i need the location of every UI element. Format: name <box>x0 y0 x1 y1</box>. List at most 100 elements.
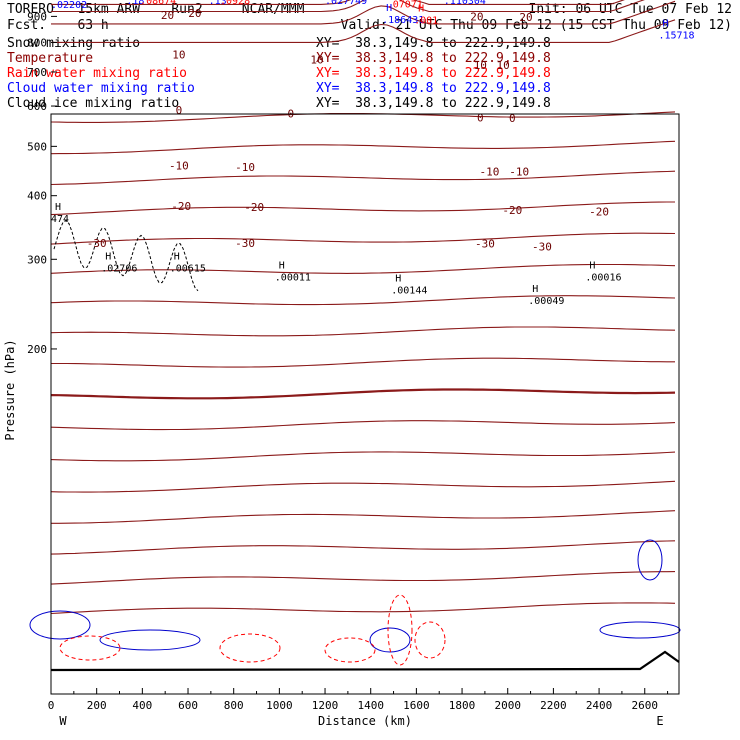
y-tick-label: 400 <box>27 190 47 203</box>
plot-frame <box>50 113 680 695</box>
maximum-value: .110304 <box>444 0 486 7</box>
plot-decorations <box>29 219 681 672</box>
x-tick-label: 2000 <box>494 699 521 712</box>
maximum-marker: H <box>386 3 392 14</box>
maximum-value: .15718 <box>658 31 694 42</box>
x-axis-label: Distance (km) <box>318 714 412 728</box>
isotherm-line <box>50 111 676 123</box>
maximum-marker: H <box>662 19 668 30</box>
x-tick-label: 2200 <box>540 699 567 712</box>
rain-contour <box>219 633 281 663</box>
y-tick-label: 300 <box>27 253 47 266</box>
isotherm-line <box>51 0 625 5</box>
isotherm-line <box>51 357 675 368</box>
isotherm-line <box>51 0 676 25</box>
temperature-label: 10 <box>310 54 323 67</box>
legend-xy-snow: XY= 38.3,149.8 to 222.9,149.8 <box>316 36 551 51</box>
y-tick-label: 600 <box>27 100 47 113</box>
isotherm-line <box>51 0 645 13</box>
rain-contour <box>387 594 413 666</box>
legend-xy-cloud-ice: XY= 38.3,149.8 to 222.9,149.8 <box>316 96 551 111</box>
legend-name-snow: Snow mixing ratio <box>7 36 141 51</box>
temperature-label: 20 <box>188 7 201 20</box>
x-tick-label: 400 <box>132 699 152 712</box>
isotherm-line <box>50 201 675 216</box>
maximum-value: .00144 <box>391 286 427 297</box>
x-tick-label: 600 <box>178 699 198 712</box>
legend-xy-rain: XY= 38.3,149.8 to 222.9,149.8 <box>316 66 551 81</box>
x-tick-label: 0 <box>48 699 55 712</box>
temperature-label: -30 <box>235 237 255 250</box>
isotherm-line <box>50 540 676 555</box>
temperature-label: -20 <box>589 206 609 219</box>
maximum-marker: H <box>279 261 285 272</box>
isotherm-line <box>50 263 676 274</box>
temperature-label: 0 <box>509 112 516 125</box>
isotherm-line <box>50 420 676 431</box>
maximum-value: .07071 <box>387 0 423 11</box>
maximum-value: .186431 <box>382 15 424 26</box>
cloud-ice-contour <box>53 219 199 292</box>
cloud-water-contour <box>599 621 681 639</box>
maximum-value: .00011 <box>275 273 311 284</box>
temperature-label: 0 <box>176 104 183 117</box>
y-axis-label: Pressure (hPa) <box>3 339 17 440</box>
west-label: W <box>59 714 67 728</box>
model-title: TORERO 15km ARW Run2 NCAR/MMM <box>7 2 305 17</box>
maximum-marker: H <box>532 284 538 295</box>
isotherm-line <box>50 602 676 615</box>
maximum-marker: H <box>589 261 595 272</box>
maximum-value: .02706 <box>101 263 137 274</box>
maximum-value: .001 <box>414 16 438 27</box>
maximum-marker: H <box>55 202 61 213</box>
cloud-water-contour <box>29 610 91 640</box>
maximum-value: .001 <box>165 0 189 1</box>
legend-name-rain: Rain water mixing ratio <box>7 66 188 81</box>
isotherm-line <box>50 451 676 462</box>
x-tick-label: 1800 <box>449 699 476 712</box>
maximum-value: 474 <box>51 214 69 225</box>
x-tick-label: 800 <box>224 699 244 712</box>
x-tick-label: 200 <box>87 699 107 712</box>
y-tick-label: 800 <box>27 36 47 49</box>
isotherm-line <box>50 295 676 306</box>
forecast-hour: Fcst. 63 h <box>7 18 109 33</box>
isotherm-line <box>50 232 676 245</box>
cloud-water-contour <box>99 629 201 651</box>
rain-contour <box>414 621 446 659</box>
maximum-value: .027749 <box>325 0 367 7</box>
legend-name-cloud-ice: Cloud ice mixing ratio <box>7 96 180 111</box>
x-tick-label: 1000 <box>266 699 293 712</box>
maximum-value: .18 <box>126 0 144 7</box>
isotherm-line <box>50 170 676 186</box>
isotherm-line <box>51 510 676 524</box>
rain-contour <box>59 635 121 661</box>
temperature-label: 20 <box>470 10 483 23</box>
isotherm-line <box>50 388 676 400</box>
x-tick-label: 2400 <box>586 699 613 712</box>
temperature-label: -10 <box>169 160 189 173</box>
init-time: Init: 06 UTC Tue 07 Feb 12 <box>528 2 733 17</box>
temperature-label: -10 <box>235 161 255 174</box>
temperature-label: 10 <box>172 49 185 62</box>
temperature-label: -10 <box>509 166 529 179</box>
temperature-label: 20 <box>519 11 532 24</box>
x-tick-label: 1600 <box>403 699 430 712</box>
maximum-value: .00016 <box>585 273 621 284</box>
isotherm-line <box>50 140 676 155</box>
axes: 0 200 400 600 800 1000 1200 1400 1600 1800 2000 220… <box>21 0 669 712</box>
terrain-line <box>50 650 680 672</box>
x-tick-label: 1200 <box>312 699 339 712</box>
maximum-marker: H <box>418 4 424 15</box>
maximum-value: .13 <box>209 0 227 7</box>
temperature-label: -10 <box>480 166 500 179</box>
temperature-label: -30 <box>532 240 552 253</box>
y-tick-label: 500 <box>27 140 47 153</box>
east-label: E <box>656 714 663 728</box>
cloud-water-contour <box>637 539 663 581</box>
temperature-label: 0 <box>477 111 484 124</box>
maximum-value: .08674 <box>140 0 176 7</box>
maximum-marker: H <box>174 251 180 262</box>
